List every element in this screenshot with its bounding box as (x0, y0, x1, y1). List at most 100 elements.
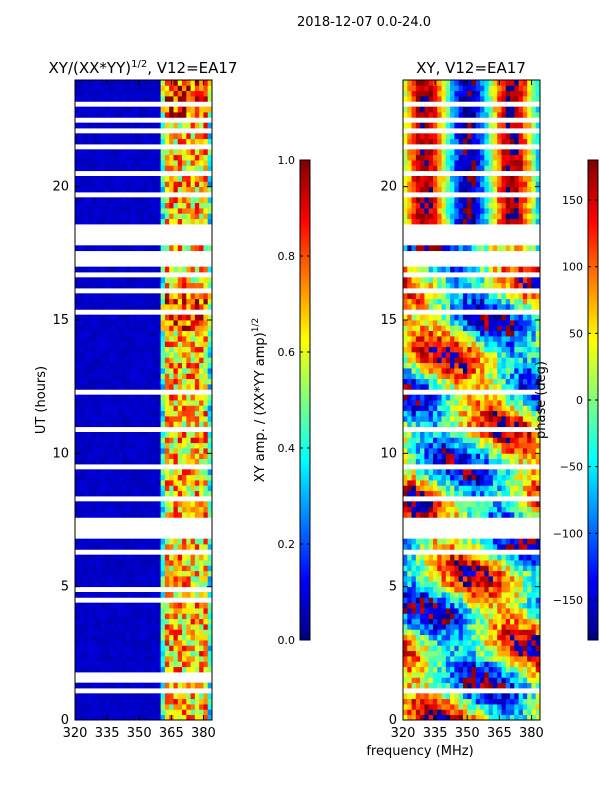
phase-cell (458, 469, 464, 476)
amplitude-cell (199, 432, 204, 438)
phase-cell (501, 565, 507, 572)
amplitude-cell (173, 85, 179, 92)
amplitude-cell (194, 80, 200, 86)
amplitude-cell (173, 645, 179, 652)
amplitude-cell (104, 448, 110, 454)
amplitude-cell (126, 384, 132, 390)
amplitude-cell (152, 410, 157, 417)
amplitude-cell (75, 149, 80, 156)
amplitude-cell (75, 362, 80, 369)
amplitude-cell (160, 682, 166, 689)
amplitude-cell (169, 282, 174, 289)
amplitude-cell (92, 373, 97, 380)
phase-cell (462, 405, 468, 412)
amplitude-cell (79, 325, 84, 332)
amplitude-cell (143, 106, 149, 113)
amplitude-cell (160, 341, 166, 348)
amplitude-cell (75, 352, 80, 358)
amplitude-cell (173, 298, 179, 305)
amplitude-cell (92, 570, 97, 577)
amplitude-cell (147, 592, 153, 598)
phase-cell (420, 554, 425, 561)
phase-cell (445, 469, 451, 476)
phase-cell (527, 661, 532, 668)
phase-cell (518, 442, 524, 449)
amplitude-cell (143, 506, 149, 513)
amplitude-cell (177, 405, 183, 412)
phase-cell (527, 416, 532, 422)
amplitude-cell (130, 293, 136, 300)
amplitude-cell (164, 400, 170, 406)
phase-cell (454, 570, 460, 577)
phase-cell (471, 704, 477, 710)
phase-cell (522, 661, 528, 668)
phase-cell (531, 346, 537, 353)
phase-cell (527, 394, 532, 401)
amplitude-cell (75, 560, 80, 566)
phase-cell (484, 325, 490, 332)
phase-cell (535, 682, 541, 689)
amplitude-cell (83, 197, 89, 204)
phase-cell (458, 485, 464, 492)
phase-cell (471, 597, 477, 604)
amplitude-cell (143, 346, 149, 353)
amplitude-cell (194, 357, 200, 364)
amplitude-cell (160, 213, 166, 220)
amplitude-cell (182, 501, 187, 508)
phase-cell (432, 570, 438, 577)
amplitude-cell (169, 410, 174, 417)
phase-cell (432, 698, 438, 705)
phase-cell (428, 581, 434, 588)
amplitude-cell (122, 501, 127, 508)
phase-cell (415, 597, 421, 604)
amplitude-cell (130, 512, 136, 518)
amplitude-cell (143, 373, 149, 380)
phase-cell (480, 458, 485, 465)
amplitude-cell (177, 176, 183, 182)
amplitude-cell (117, 176, 123, 182)
phase-cell (514, 400, 519, 406)
phase-cell (501, 544, 507, 550)
amplitude-cell (134, 608, 140, 614)
phase-cell (497, 368, 502, 374)
amplitude-cell (122, 85, 127, 92)
amplitude-cell (126, 181, 132, 188)
amplitude-cell (177, 85, 183, 92)
phase-cell (480, 368, 485, 374)
amplitude-cell (109, 352, 114, 358)
amplitude-cell (160, 421, 166, 428)
phase-cell (471, 400, 477, 406)
amplitude-cell (126, 618, 132, 625)
amplitude-cell (207, 714, 213, 721)
amplitude-cell (147, 373, 153, 380)
amplitude-cell (139, 618, 144, 625)
amplitude-cell (92, 400, 97, 406)
phase-cell (420, 661, 425, 668)
amplitude-cell (87, 618, 93, 625)
phase-cell (531, 352, 537, 358)
amplitude-cell (160, 709, 166, 716)
amplitude-cell (169, 304, 174, 310)
amplitude-cell (199, 362, 204, 369)
phase-cell (488, 666, 494, 673)
phase-cell (458, 640, 464, 646)
phase-cell (462, 565, 468, 572)
amplitude-cell (169, 693, 174, 700)
phase-cell (458, 490, 464, 497)
phase-cell (415, 448, 421, 454)
amplitude-cell (190, 362, 196, 369)
amplitude-cell (173, 592, 179, 598)
phase-cell (480, 704, 485, 710)
phase-cell (488, 613, 494, 620)
amplitude-cell (96, 181, 102, 188)
amplitude-cell (100, 618, 106, 625)
amplitude-cell (113, 266, 119, 273)
phase-cell (454, 538, 460, 545)
amplitude-cell (186, 314, 191, 321)
phase-cell (492, 554, 498, 561)
phase-cell (531, 432, 537, 438)
amplitude-cell (156, 320, 162, 326)
phase-cell (420, 410, 425, 417)
amplitude-cell (143, 661, 149, 668)
amplitude-cell (87, 245, 93, 252)
